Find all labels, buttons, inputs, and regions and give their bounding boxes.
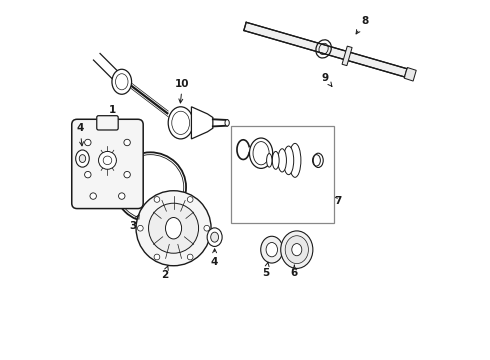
Polygon shape — [244, 22, 407, 77]
Circle shape — [154, 254, 160, 260]
Ellipse shape — [225, 120, 229, 126]
FancyBboxPatch shape — [72, 119, 143, 208]
Circle shape — [187, 197, 193, 202]
Ellipse shape — [278, 149, 287, 172]
Ellipse shape — [313, 155, 320, 166]
Text: 4: 4 — [211, 249, 219, 267]
Circle shape — [204, 225, 210, 231]
Polygon shape — [404, 67, 416, 81]
Circle shape — [187, 254, 193, 260]
Ellipse shape — [283, 146, 294, 175]
Ellipse shape — [79, 155, 86, 162]
Bar — [231, 126, 334, 223]
Circle shape — [154, 197, 160, 202]
FancyBboxPatch shape — [97, 116, 118, 130]
Text: 5: 5 — [262, 262, 270, 278]
Ellipse shape — [266, 243, 277, 257]
Polygon shape — [192, 107, 213, 139]
Text: 10: 10 — [175, 78, 190, 103]
Ellipse shape — [272, 152, 279, 169]
Ellipse shape — [267, 154, 272, 167]
Ellipse shape — [166, 217, 182, 239]
Circle shape — [148, 203, 198, 253]
Circle shape — [136, 191, 211, 266]
Ellipse shape — [281, 231, 313, 269]
Circle shape — [90, 193, 97, 199]
Text: 6: 6 — [291, 265, 298, 278]
Text: 4: 4 — [76, 123, 84, 146]
Ellipse shape — [249, 138, 272, 168]
Text: 3: 3 — [129, 215, 139, 231]
Circle shape — [124, 171, 130, 178]
Polygon shape — [342, 46, 352, 66]
Ellipse shape — [168, 107, 193, 139]
Circle shape — [119, 193, 125, 199]
Ellipse shape — [112, 69, 132, 94]
Text: 2: 2 — [161, 266, 168, 280]
Text: 8: 8 — [356, 16, 368, 34]
Circle shape — [85, 171, 91, 178]
Circle shape — [124, 139, 130, 146]
Text: 1: 1 — [109, 105, 117, 121]
Ellipse shape — [292, 244, 302, 256]
Circle shape — [138, 225, 143, 231]
Circle shape — [98, 152, 117, 169]
Text: 9: 9 — [322, 73, 332, 86]
Circle shape — [85, 139, 91, 146]
Ellipse shape — [261, 236, 283, 263]
Ellipse shape — [289, 143, 301, 177]
Ellipse shape — [211, 232, 219, 242]
Text: 7: 7 — [334, 197, 342, 206]
Ellipse shape — [285, 236, 308, 264]
Ellipse shape — [207, 228, 222, 247]
Ellipse shape — [75, 150, 89, 167]
